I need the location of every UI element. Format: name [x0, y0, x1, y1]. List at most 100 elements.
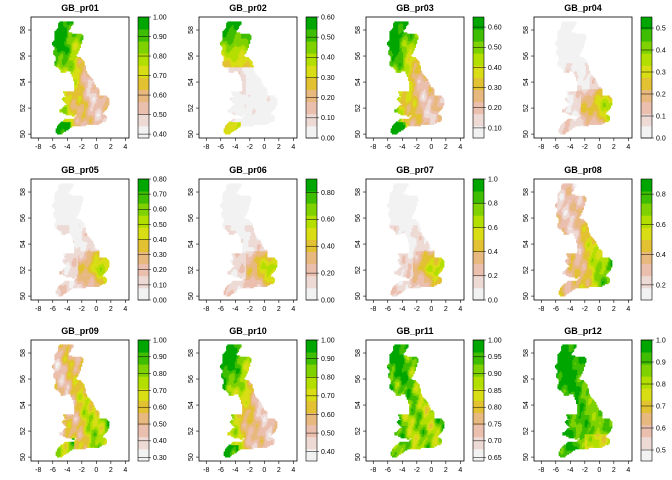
- legend-band: [138, 81, 149, 84]
- map-raster: [387, 21, 444, 134]
- raster-cell: [264, 87, 266, 89]
- legend-tick-label: 1.00: [153, 14, 167, 21]
- x-tick-label: -4: [232, 144, 238, 151]
- legend-band: [138, 108, 149, 111]
- raster-cell: [80, 34, 82, 36]
- legend-band: [306, 17, 317, 20]
- x-tick-label: -2: [79, 144, 85, 151]
- x-tick-label: 0: [94, 144, 98, 151]
- legend-band: [306, 44, 317, 47]
- legend-band: [138, 56, 149, 59]
- legend-band: [306, 96, 317, 99]
- raster-cell: [440, 95, 442, 97]
- x-tick-label: -8: [35, 144, 41, 151]
- x-tick-label: 4: [291, 144, 295, 151]
- legend-band: [138, 50, 149, 53]
- legend-tick-label: 0.00: [321, 135, 335, 142]
- map-raster: [52, 21, 109, 134]
- legend-tick-label: 0.70: [153, 73, 167, 80]
- legend-band: [306, 78, 317, 81]
- legend-band: [306, 38, 317, 41]
- y-tick-label: 54: [20, 78, 27, 86]
- legend-band: [138, 26, 149, 29]
- legend-band: [306, 23, 317, 26]
- legend-band: [306, 35, 317, 38]
- raster-cell: [79, 57, 81, 59]
- raster-cell: [104, 115, 106, 117]
- legend-band: [306, 123, 317, 126]
- raster-cell: [72, 21, 74, 23]
- legend-band: [306, 53, 317, 56]
- legend-band: [138, 74, 149, 77]
- legend-tick-label: 0.80: [153, 53, 167, 60]
- legend-band: [306, 47, 317, 50]
- legend-band: [306, 126, 317, 129]
- legend-band: [138, 123, 149, 126]
- raster-cell: [240, 21, 242, 23]
- legend-band: [306, 117, 317, 120]
- legend-tick-label: 0.40: [321, 55, 335, 62]
- legend-band: [306, 59, 317, 62]
- legend-band: [138, 111, 149, 114]
- legend-band: [138, 38, 149, 41]
- y-tick-label: 50: [188, 130, 195, 138]
- legend-tick-label: 0.50: [321, 35, 335, 42]
- y-tick-label: 50: [20, 130, 27, 138]
- legend-band: [138, 47, 149, 50]
- x-tick-label: -2: [247, 144, 253, 151]
- y-tick-label: 52: [20, 104, 27, 112]
- map-panel-3: GB_pr03-8 -6 -4 -2 0 2 450525456580.100.200.30…: [355, 3, 502, 151]
- raster-cell: [439, 115, 441, 117]
- legend-band: [138, 105, 149, 108]
- raster-cell: [70, 32, 72, 34]
- legend-tick-label: 0.20: [321, 95, 335, 102]
- x-tick-label: 2: [109, 144, 113, 151]
- map-panel-2: GB_pr02-8 -6 -4 -2 0 2 450525456580.000.100.20…: [188, 3, 335, 151]
- y-tick-label: 56: [188, 52, 195, 60]
- legend-band: [138, 87, 149, 90]
- legend-band: [138, 132, 149, 135]
- legend-band: [138, 129, 149, 132]
- legend-band: [306, 20, 317, 23]
- legend-band: [306, 114, 317, 117]
- y-tick-label: 58: [20, 26, 27, 34]
- legend-band: [306, 99, 317, 102]
- legend-band: [138, 62, 149, 65]
- legend-tick-label: 0.10: [321, 115, 335, 122]
- legend-band: [138, 120, 149, 123]
- y-tick-label: 58: [188, 26, 195, 34]
- legend-band: [138, 84, 149, 87]
- legend-band: [306, 105, 317, 108]
- legend-band: [306, 29, 317, 32]
- legend-band: [306, 71, 317, 74]
- legend-band: [306, 65, 317, 68]
- legend-tick-label: 0.90: [153, 34, 167, 41]
- legend-band: [138, 114, 149, 117]
- legend-band: [306, 50, 317, 53]
- y-tick-label: 54: [188, 78, 195, 86]
- legend-band: [138, 35, 149, 38]
- legend-band: [138, 32, 149, 35]
- y-tick-label: 56: [20, 52, 27, 60]
- map-panel-1: GB_pr01-8 -6 -4 -2 0 2 450525456580.400.500.60…: [20, 3, 167, 151]
- x-tick-label: -4: [64, 144, 70, 151]
- panel-title: GB_pr03: [396, 3, 434, 13]
- legend-band: [138, 65, 149, 68]
- legend-colorbar: 0.400.500.600.700.800.901.00: [138, 14, 167, 138]
- legend-band: [138, 59, 149, 62]
- legend-band: [306, 68, 317, 71]
- x-tick-label: -8: [203, 144, 209, 151]
- raster-cell: [247, 57, 249, 59]
- legend-band: [306, 62, 317, 65]
- legend-band: [306, 26, 317, 29]
- legend-tick-label: 0.60: [153, 92, 167, 99]
- legend-band: [138, 96, 149, 99]
- legend-band: [138, 29, 149, 32]
- raster-cell: [431, 87, 433, 89]
- panel-title: GB_pr02: [229, 3, 267, 13]
- raster-cell: [248, 34, 250, 36]
- map-raster: [220, 21, 277, 134]
- legend-band: [138, 41, 149, 44]
- legend-band: [306, 129, 317, 132]
